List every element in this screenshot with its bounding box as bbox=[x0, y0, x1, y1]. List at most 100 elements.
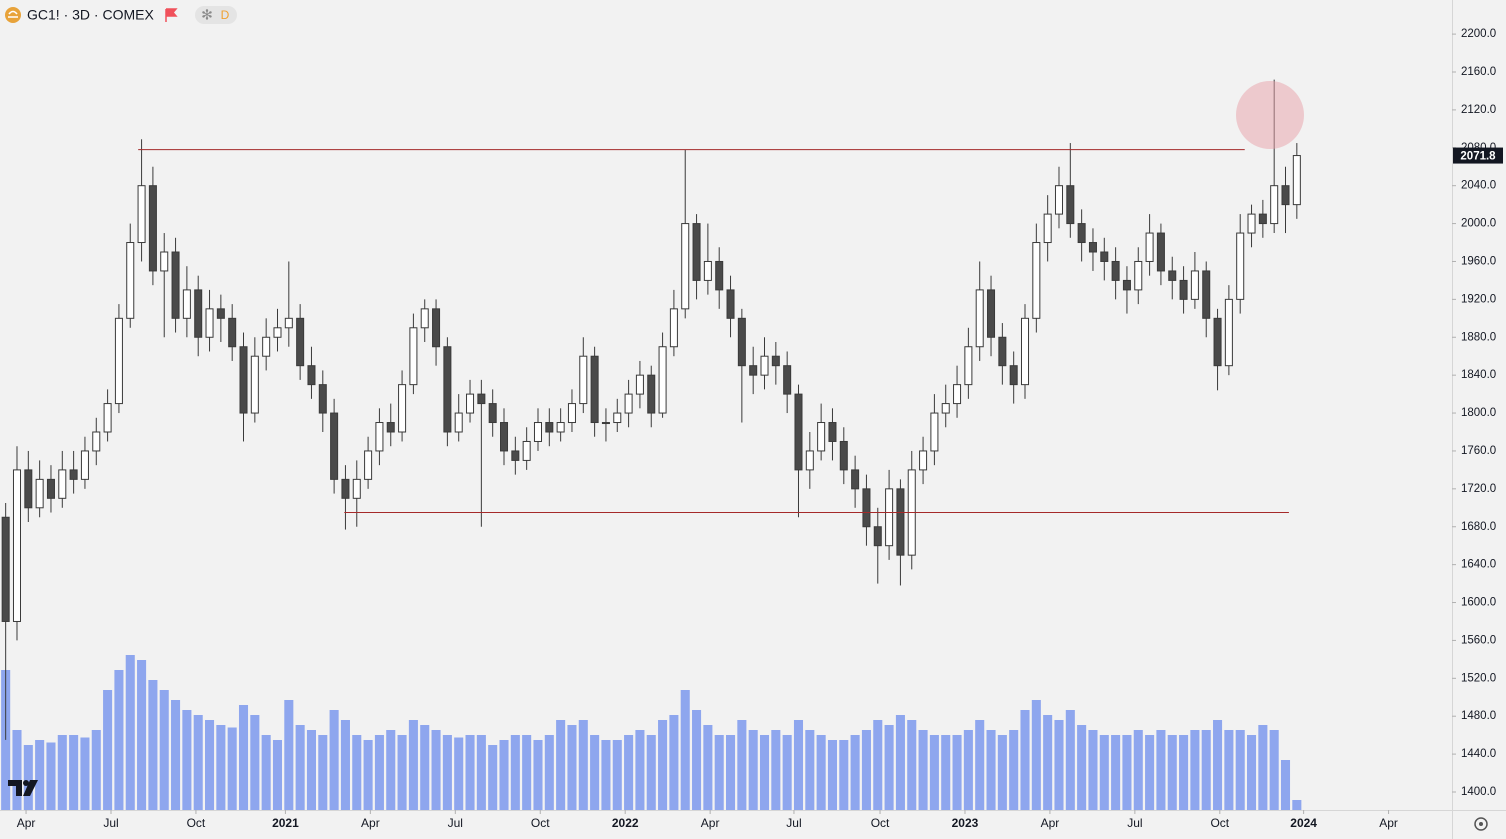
candle-body bbox=[1236, 232, 1245, 300]
candle-body bbox=[1224, 298, 1233, 367]
flag-icon[interactable] bbox=[165, 8, 178, 22]
candle-body bbox=[1066, 185, 1075, 225]
volume-bar bbox=[306, 730, 316, 810]
x-tick-label: Jul bbox=[786, 816, 801, 830]
volume-bar bbox=[125, 655, 135, 810]
candle-body bbox=[92, 431, 101, 452]
candle-body bbox=[432, 308, 441, 348]
volume-bar bbox=[873, 720, 883, 810]
candle-body bbox=[477, 393, 486, 405]
volume-bar bbox=[1020, 710, 1030, 810]
x-tick-label: Jul bbox=[103, 816, 118, 830]
candle-body bbox=[590, 355, 599, 424]
badge-label: D bbox=[221, 8, 230, 22]
candle-body bbox=[1009, 365, 1018, 386]
volume-bar bbox=[340, 720, 350, 810]
candle-body bbox=[919, 450, 928, 471]
volume-bar bbox=[1213, 720, 1223, 810]
volume-bar bbox=[431, 730, 441, 810]
y-tick-label: 1880.0 bbox=[1461, 331, 1496, 343]
volume-bar bbox=[578, 720, 588, 810]
candle-body bbox=[205, 308, 214, 338]
candle-body bbox=[194, 289, 203, 338]
symbol-icon bbox=[5, 7, 21, 23]
settings-gear[interactable] bbox=[1474, 817, 1488, 831]
volume-bar bbox=[238, 705, 249, 810]
volume-bar bbox=[35, 740, 45, 810]
candle-body bbox=[1213, 317, 1222, 367]
candle-body bbox=[454, 412, 463, 433]
tv-logo-dot bbox=[23, 780, 29, 786]
y-tick-label: 1760.0 bbox=[1461, 445, 1496, 457]
candle-body bbox=[375, 422, 384, 452]
volume-bar bbox=[816, 735, 826, 810]
volume-bar bbox=[12, 730, 22, 810]
candle-body bbox=[1145, 232, 1154, 262]
candle-body bbox=[567, 403, 576, 424]
y-tick-label: 1800.0 bbox=[1461, 407, 1496, 419]
candle-body bbox=[794, 393, 803, 471]
candle-body bbox=[420, 308, 429, 329]
badge-star: ✻ bbox=[201, 7, 213, 23]
volume-bar bbox=[1235, 730, 1245, 810]
y-tick-label: 1840.0 bbox=[1461, 369, 1496, 381]
volume-bar bbox=[57, 735, 67, 810]
candle-body bbox=[839, 440, 848, 471]
candle-body bbox=[1043, 213, 1052, 244]
candle-body bbox=[262, 336, 271, 357]
volume-bar bbox=[488, 745, 498, 810]
volume-bar bbox=[669, 715, 679, 810]
volume-bar bbox=[465, 735, 475, 810]
volume-bar bbox=[261, 735, 271, 810]
last-price-box bbox=[1453, 147, 1503, 164]
y-tick-label: 1440.0 bbox=[1461, 748, 1496, 760]
x-tick-label: Oct bbox=[187, 816, 206, 830]
candle-body bbox=[466, 393, 475, 414]
volume-bar bbox=[1156, 730, 1166, 810]
volume-bar bbox=[137, 660, 147, 810]
candle-body bbox=[103, 403, 112, 433]
tv-logo-v bbox=[23, 780, 38, 796]
y-tick-label: 1400.0 bbox=[1461, 786, 1496, 798]
settings-gear-center[interactable] bbox=[1479, 822, 1483, 826]
x-tick-label: 2024 bbox=[1290, 816, 1317, 830]
volume-bar bbox=[454, 737, 464, 810]
volume-bar bbox=[895, 715, 905, 810]
candle-body bbox=[488, 403, 497, 424]
tv-logo-t bbox=[8, 780, 22, 796]
candle-body bbox=[318, 384, 327, 414]
candle-body bbox=[398, 384, 407, 433]
candle-body bbox=[896, 488, 905, 556]
x-tick-label: Apr bbox=[1041, 816, 1060, 830]
y-tick-label: 2120.0 bbox=[1461, 104, 1496, 116]
candle-body bbox=[1168, 270, 1177, 281]
candle-body bbox=[726, 289, 735, 319]
y-tick-label: 2160.0 bbox=[1461, 66, 1496, 78]
candle-body bbox=[1202, 270, 1211, 319]
y-tick-label: 1600.0 bbox=[1461, 597, 1496, 609]
symbol-title: GC1! · 3D · COMEX bbox=[27, 7, 154, 23]
candle-body bbox=[409, 327, 418, 386]
volume-bar bbox=[1269, 730, 1279, 810]
volume-bar bbox=[397, 735, 407, 810]
candle-body bbox=[715, 260, 724, 291]
candle-body bbox=[58, 469, 67, 499]
candle-body bbox=[1054, 185, 1063, 215]
volume-bar bbox=[771, 730, 781, 810]
candle-body bbox=[692, 223, 701, 281]
volume-bar bbox=[601, 740, 611, 810]
candle-body bbox=[1179, 279, 1188, 300]
candle-body bbox=[1190, 270, 1199, 300]
candle-body bbox=[307, 365, 316, 386]
candle-body bbox=[443, 346, 452, 433]
candle-body bbox=[1134, 260, 1143, 291]
candle-body bbox=[352, 478, 361, 499]
volume-bar bbox=[748, 730, 758, 810]
volume-bar bbox=[408, 720, 418, 810]
settings-button[interactable] bbox=[1474, 817, 1488, 831]
volume-bar bbox=[624, 735, 634, 810]
volume-bar bbox=[839, 740, 849, 810]
candle-body bbox=[998, 336, 1007, 367]
plot-area bbox=[1, 79, 1302, 810]
volume-bar bbox=[205, 720, 215, 810]
